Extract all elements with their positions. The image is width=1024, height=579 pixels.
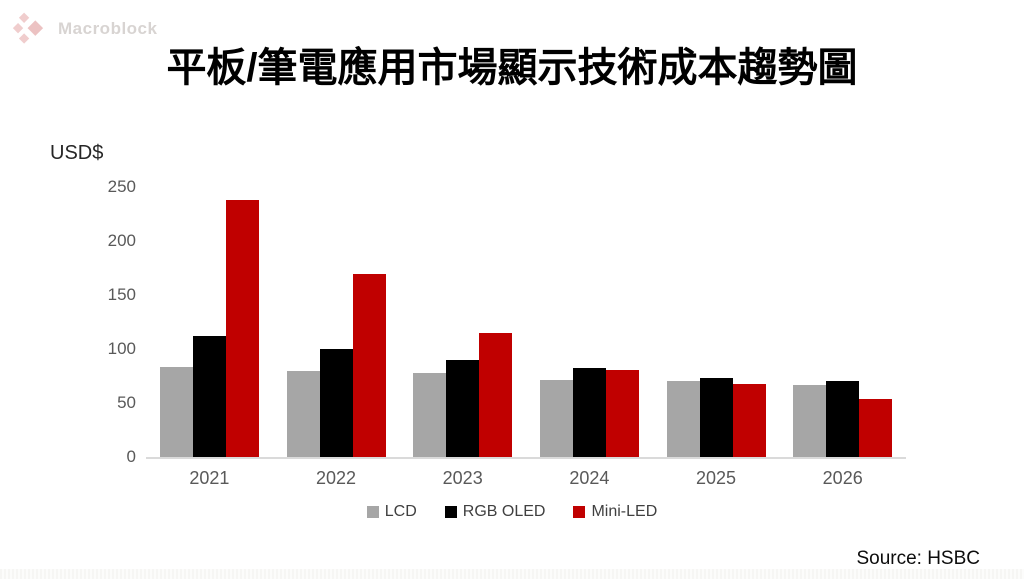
- bar-rgb-oled-2022: [319, 349, 353, 457]
- logo-text: Macroblock: [58, 19, 158, 38]
- bar-lcd-2022: [286, 371, 320, 457]
- plot-area: [146, 187, 906, 459]
- legend-label-lcd: LCD: [384, 503, 417, 520]
- y-axis-tick-250: 250: [107, 177, 136, 196]
- macroblock-logo: Macroblock: [12, 9, 157, 49]
- y-axis-tick-50: 50: [117, 393, 136, 412]
- bar-lcd-2025: [666, 381, 700, 457]
- y-axis-tick-150: 150: [107, 285, 136, 304]
- bar-rgb-oled-2024: [572, 368, 606, 457]
- y-axis-tick-0: 0: [126, 447, 136, 466]
- x-axis-label-2022: 2022: [315, 468, 357, 488]
- legend: LCD RGB OLED Mini-LED: [0, 503, 1024, 521]
- bar-mini-led-2024: [605, 370, 639, 457]
- legend-label-mini-led: Mini-LED: [591, 503, 658, 520]
- legend-swatch-mini-led: [573, 506, 586, 518]
- y-axis-unit-label: USD$: [50, 142, 104, 164]
- legend-swatch-rgb-oled: [444, 506, 457, 518]
- bar-group-2024: [526, 187, 653, 457]
- legend-label-rgb-oled: RGB OLED: [462, 503, 546, 520]
- bar-lcd-2026: [793, 385, 827, 457]
- bar-rgb-oled-2023: [446, 360, 480, 457]
- bar-mini-led-2023: [479, 333, 513, 457]
- legend-item-lcd: LCD: [366, 503, 417, 521]
- y-axis-tick-200: 200: [107, 231, 136, 250]
- x-axis-label-2021: 2021: [189, 468, 230, 488]
- bar-mini-led-2021: [225, 200, 259, 457]
- bar-mini-led-2022: [352, 274, 386, 457]
- bar-lcd-2021: [159, 367, 193, 457]
- bar-group-2021: [146, 187, 273, 457]
- x-axis-label-2023: 2023: [442, 468, 483, 488]
- bar-group-2026: [779, 187, 906, 457]
- bar-lcd-2024: [539, 380, 573, 457]
- bar-group-2022: [273, 187, 400, 457]
- source-label: Source: HSBC: [856, 548, 980, 569]
- bar-group-2025: [653, 187, 780, 457]
- legend-item-rgb-oled: RGB OLED: [444, 503, 546, 521]
- bar-rgb-oled-2025: [699, 378, 733, 457]
- x-axis-label-2024: 2024: [569, 468, 610, 488]
- bottom-decorative-band: [0, 569, 1024, 579]
- x-axis-labels: 2021 2022 2023 2024 2025 2026: [146, 468, 906, 489]
- x-axis-label-2025: 2025: [696, 468, 737, 488]
- bar-group-2023: [399, 187, 526, 457]
- x-axis-label-2026: 2026: [822, 468, 863, 488]
- legend-item-mini-led: Mini-LED: [573, 503, 657, 521]
- bar-mini-led-2026: [859, 399, 893, 457]
- bar-mini-led-2025: [732, 384, 766, 457]
- legend-swatch-lcd: [366, 506, 379, 518]
- y-axis-tick-100: 100: [107, 339, 136, 358]
- bar-rgb-oled-2026: [826, 381, 860, 457]
- page-title: 平板/筆電應用市場顯示技術成本趨勢圖: [166, 46, 858, 90]
- macroblock-diamonds-icon: [12, 12, 44, 44]
- bar-rgb-oled-2021: [192, 336, 226, 457]
- bar-lcd-2023: [413, 373, 447, 457]
